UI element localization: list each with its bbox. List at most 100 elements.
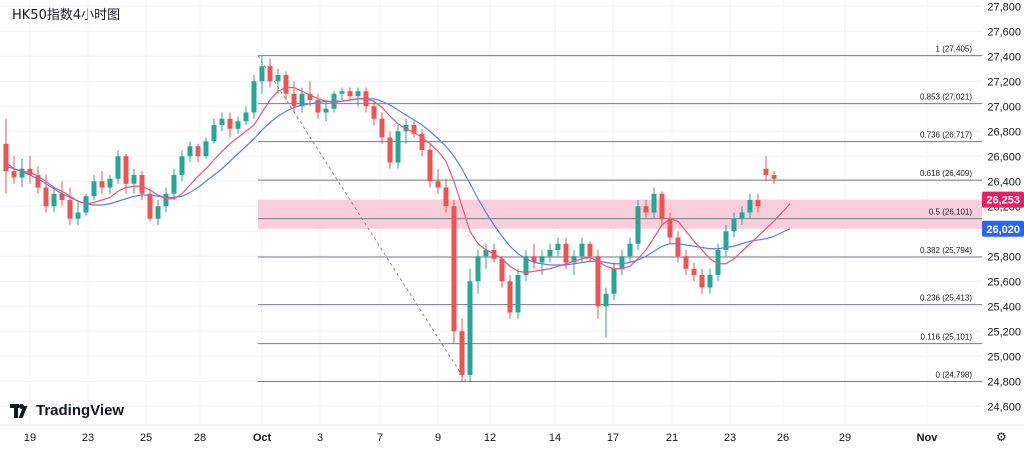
candle	[371, 100, 377, 125]
candle	[99, 171, 105, 194]
candle-body	[723, 231, 729, 250]
candle	[379, 112, 385, 144]
fib-level-label: 0.116 (25,101)	[921, 333, 973, 342]
candle-body	[427, 150, 433, 182]
candle-body	[675, 237, 681, 257]
candle	[619, 250, 625, 275]
candle-body	[19, 168, 25, 178]
candle-body	[187, 146, 193, 157]
fib-level-label: 0.5 (26,101)	[929, 208, 972, 217]
candle-body	[291, 93, 297, 107]
candle-body	[195, 146, 201, 157]
candle	[259, 55, 265, 94]
candle-body	[219, 118, 225, 125]
candle-body	[35, 175, 41, 188]
fibonacci-retracement[interactable]: 1 (27,405) 0.853 (27,021) 0.736 (26,717) 0.…	[258, 45, 982, 382]
candle-body	[395, 131, 401, 163]
candle-body	[67, 200, 73, 219]
price-tick-label: 26,800	[987, 126, 1021, 138]
candle-body	[627, 243, 633, 257]
candle	[643, 200, 649, 219]
candle-body	[131, 175, 137, 184]
candle	[467, 268, 473, 382]
candle	[699, 268, 705, 294]
candle-body	[115, 156, 121, 179]
candle	[27, 156, 33, 184]
price-tick-label: 25,200	[987, 326, 1021, 338]
price-tick-label: 24,800	[987, 376, 1021, 388]
time-tick-label: 19	[24, 432, 36, 444]
candle	[275, 68, 281, 94]
candle-body	[619, 256, 625, 269]
candle-body	[387, 137, 393, 163]
candle	[691, 262, 697, 282]
candle	[203, 137, 209, 159]
candle	[227, 112, 233, 138]
candle	[459, 318, 465, 382]
candle	[179, 150, 185, 182]
price-tick-label: 27,800	[987, 1, 1021, 13]
candle-body	[563, 243, 569, 263]
candle	[347, 87, 353, 100]
candle-body	[227, 118, 233, 129]
tradingview-logo-icon	[10, 403, 30, 418]
candle	[515, 268, 521, 319]
time-axis[interactable]: 19 23 25 28 Oct 3 7 9 12 14 17 21 23 26 29 Nov	[0, 424, 1024, 450]
candle	[83, 193, 89, 217]
gear-icon[interactable]: ⚙	[996, 430, 1007, 444]
time-tick-label: 21	[666, 432, 678, 444]
candle	[587, 241, 593, 263]
candle	[3, 118, 9, 194]
tradingview-logo: TradingView	[10, 402, 124, 419]
candle	[387, 131, 393, 169]
fib-level-label: 0.853 (27,021)	[920, 93, 972, 102]
time-tick-label: 7	[377, 432, 383, 444]
candle-body	[419, 133, 425, 150]
candle-body	[651, 193, 657, 213]
price-tag-label: 26,020	[986, 224, 1020, 236]
candle	[395, 125, 401, 169]
candle-body	[595, 256, 601, 307]
candle	[435, 168, 441, 194]
candle-body	[475, 256, 481, 282]
price-tick-label: 27,600	[987, 26, 1021, 38]
candle-body	[171, 175, 177, 194]
candle	[147, 187, 153, 222]
candle-body	[747, 200, 753, 213]
candle	[235, 116, 241, 134]
candle-body	[59, 193, 65, 200]
candle	[683, 250, 689, 275]
candle-body	[523, 256, 529, 275]
candle-body	[667, 218, 673, 238]
price-tick-label: 25,400	[987, 301, 1021, 313]
trend-line-dashed[interactable]	[257, 55, 467, 382]
candle-body	[179, 156, 185, 175]
candle-body	[611, 268, 617, 294]
candle-body	[139, 175, 145, 194]
candle-body	[435, 181, 441, 188]
price-tag-box	[982, 191, 1024, 208]
fib-level-label: 1 (27,405)	[936, 45, 973, 54]
candle-body	[43, 187, 49, 207]
candle	[475, 250, 481, 294]
candle	[195, 143, 201, 163]
time-tick-label: 23	[724, 432, 736, 444]
candle	[211, 118, 217, 144]
candle-body	[739, 212, 745, 219]
price-tag-label: 26,253	[986, 195, 1020, 207]
candle-body	[379, 118, 385, 138]
candle-body	[691, 268, 697, 275]
candle-body	[211, 125, 217, 142]
candle	[763, 156, 769, 182]
candle	[667, 212, 673, 244]
candle	[627, 237, 633, 263]
trend-line[interactable]	[257, 55, 467, 382]
candle-body	[267, 66, 273, 82]
candle	[483, 243, 489, 269]
candle-body	[355, 91, 361, 97]
candle-body	[587, 243, 593, 257]
candle-body	[99, 181, 105, 188]
candle-body	[251, 81, 257, 113]
candle-body	[483, 250, 489, 257]
